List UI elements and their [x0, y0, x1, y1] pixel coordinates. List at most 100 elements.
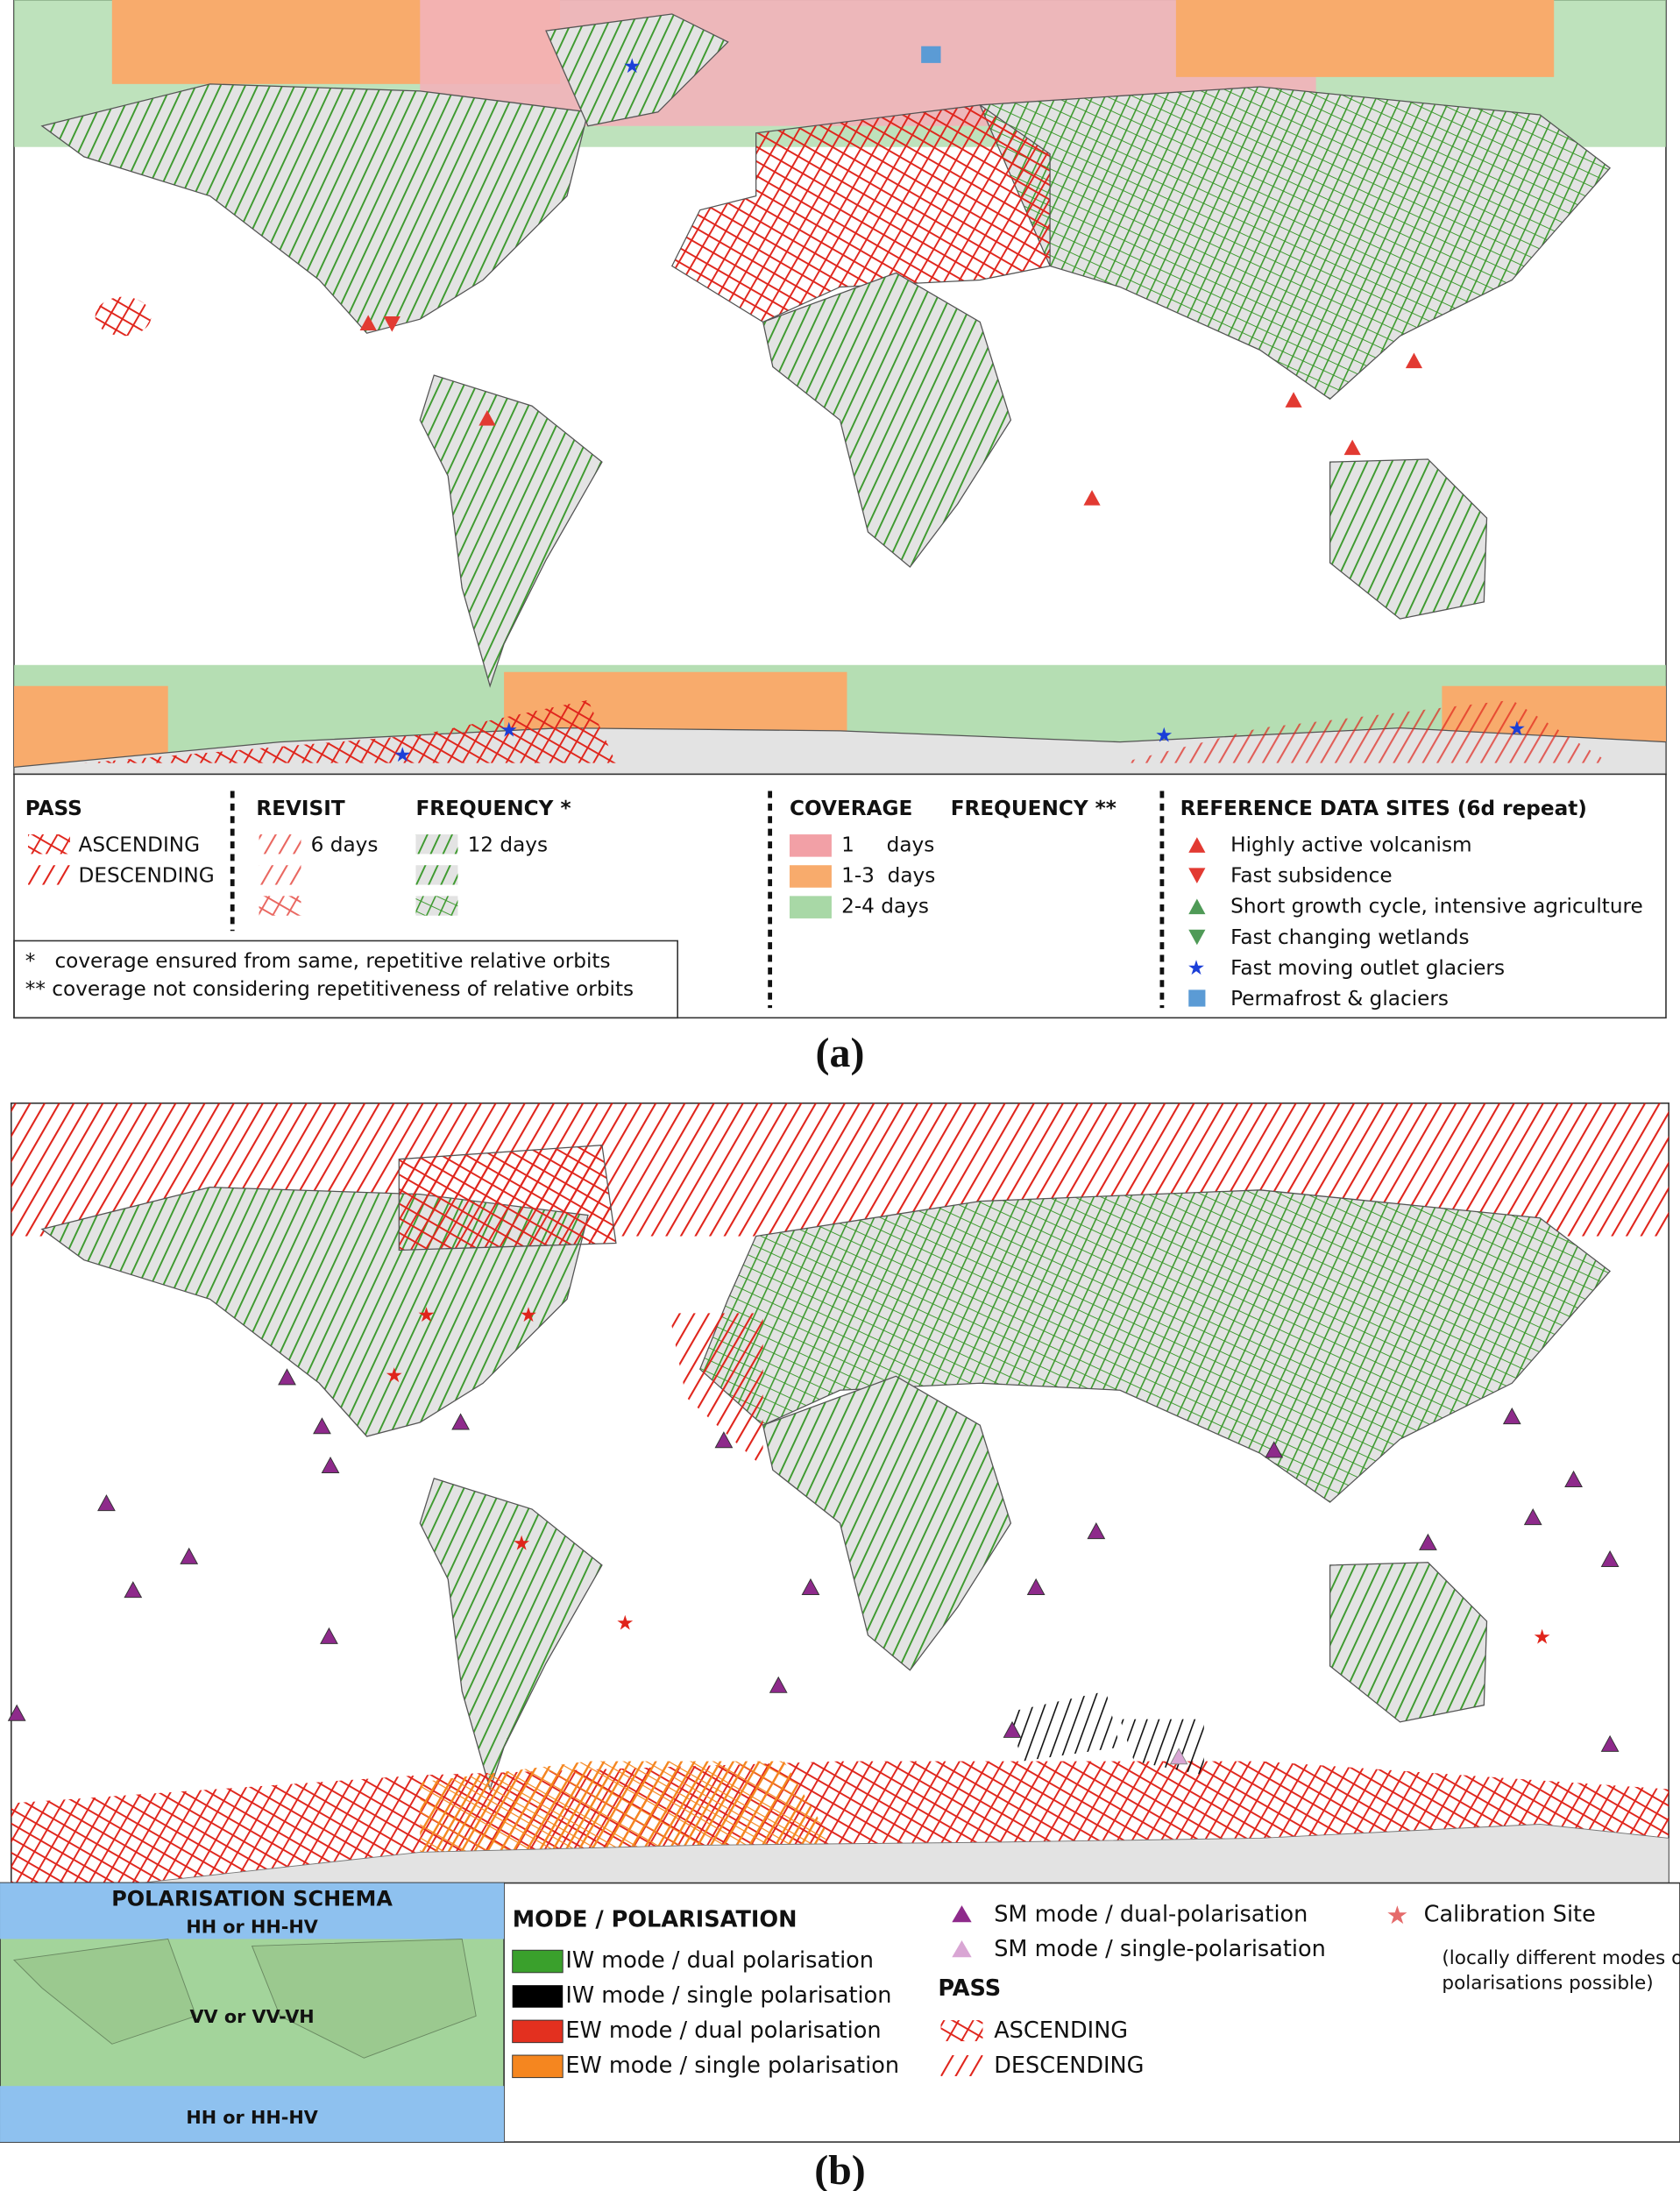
symbol	[1188, 868, 1206, 883]
legend-label: Fast changing wetlands	[1230, 926, 1469, 949]
sm-marker	[1265, 1441, 1284, 1458]
site-markers	[359, 315, 1423, 506]
legend-label: IW mode / dual polarisation	[565, 1947, 874, 1974]
swatch	[415, 834, 458, 854]
symbol	[1188, 929, 1206, 946]
legend-label: 1 days	[841, 833, 934, 856]
sm-marker	[1502, 1407, 1521, 1425]
legend-label: SM mode / dual-polarisation	[994, 1901, 1308, 1927]
landmass	[670, 104, 1051, 323]
calibration-markers: ★ ★ ★ ★ ★ ★	[385, 1304, 1551, 1649]
inset-label: HH or HH-HV	[186, 1917, 317, 1938]
revisit-region	[95, 296, 152, 337]
swatch	[940, 2020, 983, 2042]
symbol	[952, 1905, 972, 1923]
inset-region	[0, 1883, 505, 1939]
legend-heading: COVERAGE	[790, 798, 912, 820]
legend-heading: REFERENCE DATA SITES (6d repeat)	[1180, 798, 1587, 820]
swatch	[259, 834, 301, 854]
swatch	[789, 834, 832, 857]
inset-title: POLARISATION SCHEMA	[111, 1887, 393, 1911]
note: ** coverage not considering repetitivene…	[25, 978, 634, 1001]
landmass	[1329, 1562, 1488, 1723]
sm-marker	[714, 1431, 734, 1449]
symbol	[952, 1940, 972, 1958]
sm-marker	[7, 1704, 26, 1721]
legend-label: 6 days	[311, 833, 379, 856]
calibration-marker: ★	[520, 1304, 538, 1327]
swatch	[940, 2055, 983, 2077]
landmass	[762, 272, 1012, 568]
calibration-marker: ★	[616, 1613, 634, 1635]
swatch	[789, 896, 832, 918]
sm-marker	[97, 1494, 116, 1512]
sm-marker	[1087, 1522, 1106, 1540]
landmass	[139, 1823, 1669, 1884]
volcano-marker	[1405, 352, 1423, 369]
coverage-band	[1175, 0, 1555, 77]
volcano-marker	[478, 410, 496, 426]
legend-label: DESCENDING	[78, 865, 214, 888]
caption: (b)	[814, 2147, 866, 2191]
landmass	[979, 86, 1612, 401]
legend-label: 2-4 days	[841, 896, 929, 918]
sm-marker	[278, 1368, 296, 1386]
volcano-marker	[359, 315, 377, 330]
swatch	[415, 896, 458, 916]
calibration-marker: ★	[1533, 1627, 1551, 1649]
legend-label: SM mode / single-polarisation	[994, 1936, 1326, 1962]
sm-marker	[1026, 1578, 1046, 1595]
legend-heading: MODE / POLARISATION	[513, 1907, 797, 1933]
sm-marker	[1419, 1533, 1437, 1550]
symbol: ★	[1386, 1900, 1409, 1930]
volcano-marker	[1083, 490, 1101, 506]
legend-heading: REVISIT	[256, 798, 344, 820]
sm-markers	[7, 1368, 1620, 1752]
inset-region	[0, 2086, 505, 2143]
ew-region	[398, 1145, 617, 1251]
sm-single-marker	[1169, 1748, 1188, 1765]
calibration-marker: ★	[513, 1532, 531, 1555]
inset-label: HH or HH-HV	[186, 2107, 317, 2128]
sm-marker	[1003, 1720, 1022, 1738]
legend-label: 1-3 days	[841, 865, 935, 888]
permafrost-marker	[921, 46, 941, 63]
map-a: ★ ★ ★ ★ ★	[13, 0, 1667, 776]
sm-marker	[320, 1627, 338, 1644]
note: * coverage ensured from same, repetitive…	[25, 950, 611, 973]
legend-label: 12 days	[468, 833, 548, 856]
calibration-marker: ★	[417, 1304, 436, 1327]
map-b: ★ ★ ★ ★ ★ ★	[7, 1102, 1669, 1884]
sm-marker	[1564, 1470, 1583, 1487]
landmass	[40, 1186, 589, 1437]
sm-marker	[1600, 1549, 1620, 1568]
swatch	[415, 865, 458, 885]
swatch	[259, 865, 301, 885]
subsidence-marker	[383, 316, 401, 332]
revisit-region	[83, 699, 616, 763]
sm-marker	[801, 1578, 820, 1595]
legend-label: IW mode / single polarisation	[565, 1982, 891, 2009]
swatch	[512, 2019, 564, 2044]
glacier-marker: ★	[623, 55, 642, 78]
swatch	[789, 865, 832, 888]
legend-note: polarisations possible)	[1442, 1973, 1653, 1995]
caption: (a)	[816, 1030, 865, 1076]
symbol	[1188, 837, 1206, 853]
landmass	[762, 1375, 1012, 1671]
sm-marker	[313, 1417, 331, 1435]
legend-label: Fast moving outlet glaciers	[1230, 957, 1505, 980]
iw-single-region	[1008, 1691, 1120, 1762]
legend-label: EW mode / single polarisation	[565, 2053, 899, 2079]
inset-land	[12, 1938, 197, 2045]
legend-label: Permafrost & glaciers	[1230, 988, 1449, 1010]
sm-marker	[769, 1676, 788, 1693]
calibration-marker: ★	[385, 1365, 403, 1387]
legend-label: DESCENDING	[994, 2053, 1144, 2079]
swatch	[27, 834, 70, 854]
landmass	[545, 13, 729, 127]
sm-marker	[180, 1547, 199, 1564]
glacier-marker: ★	[393, 744, 412, 767]
legend-heading: FREQUENCY **	[951, 798, 1116, 820]
